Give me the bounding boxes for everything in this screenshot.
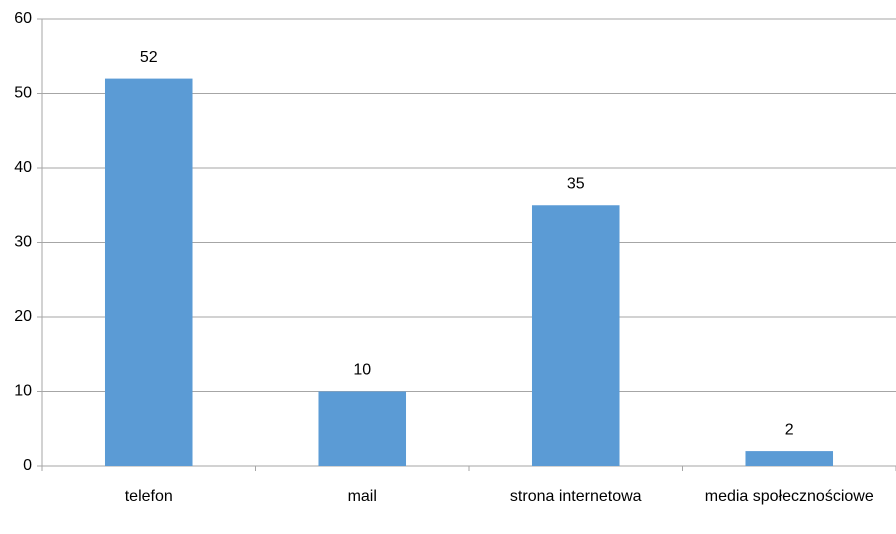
data-label: 2: [785, 421, 794, 438]
y-tick-label: 60: [14, 10, 32, 27]
bar: [531, 205, 620, 466]
bar: [318, 391, 407, 466]
data-label: 10: [353, 362, 371, 379]
data-label: 35: [567, 175, 585, 192]
y-tick-label: 50: [14, 85, 32, 102]
x-tick-label: mail: [348, 488, 377, 505]
y-tick-label: 30: [14, 234, 32, 251]
y-tick-label: 20: [14, 308, 32, 325]
x-tick-label: media społecznościowe: [705, 488, 874, 505]
bar: [745, 451, 834, 466]
x-tick-label: strona internetowa: [510, 488, 642, 505]
bar: [104, 78, 193, 466]
y-tick-label: 0: [23, 457, 32, 474]
data-label: 52: [140, 49, 158, 66]
y-tick-label: 40: [14, 159, 32, 176]
y-tick-label: 10: [14, 383, 32, 400]
x-tick-label: telefon: [125, 488, 173, 505]
